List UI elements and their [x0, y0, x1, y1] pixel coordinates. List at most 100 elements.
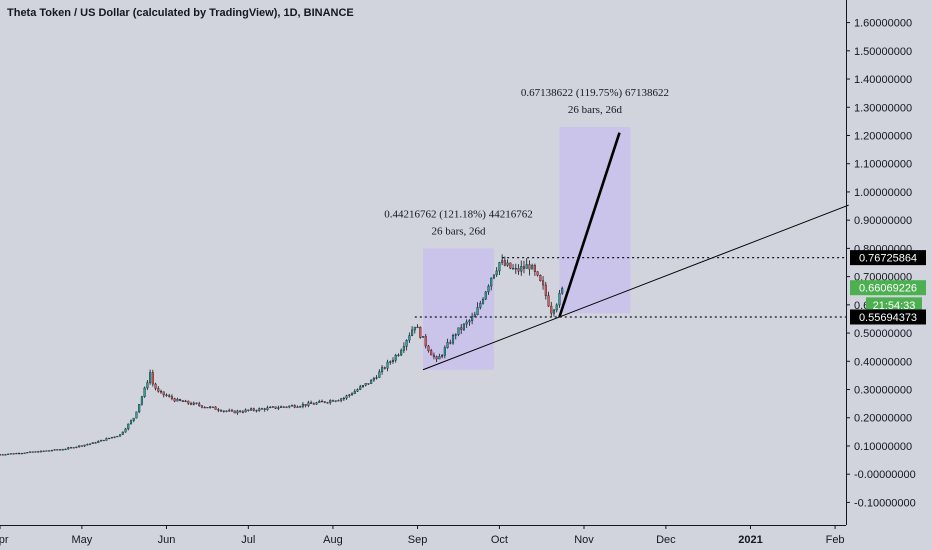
candle-body [416, 326, 419, 329]
candle-body [211, 406, 214, 408]
price-tag [850, 309, 926, 325]
candle-body [340, 398, 343, 401]
y-tick-label: -0.00000000 [854, 469, 916, 481]
candle-body [361, 385, 365, 387]
annotation-bars-2: 26 bars, 26d [568, 104, 623, 116]
candle-body [89, 443, 92, 445]
candle-body [550, 305, 553, 314]
candle-body [315, 402, 318, 405]
candle-body [206, 407, 209, 409]
candle-body [525, 264, 528, 269]
y-tick-label: 0.40000000 [854, 356, 912, 368]
candle-body [514, 268, 517, 270]
candle-body [430, 350, 433, 356]
candle-body [552, 309, 556, 314]
candle-body [320, 400, 324, 403]
candle-body [236, 410, 239, 414]
candle-body [274, 406, 277, 409]
candle-body [299, 406, 302, 408]
candle-body [94, 442, 97, 444]
candle-body [135, 411, 138, 419]
candle-body [1, 454, 4, 456]
x-tick-label: May [71, 534, 92, 546]
candle-body [495, 270, 498, 276]
candle-body [490, 277, 493, 287]
price-tag-label: 0.55694373 [859, 312, 917, 324]
candle-body [184, 400, 187, 403]
y-tick-label: 1.60000000 [854, 18, 912, 30]
candle-body [250, 408, 253, 411]
candle-body [99, 439, 103, 442]
candle-body [381, 367, 384, 372]
candle-body [258, 408, 261, 411]
y-tick-label: 0.50000000 [854, 328, 912, 340]
candle-body [520, 266, 523, 272]
candle-body [449, 342, 452, 344]
candle-body [222, 410, 225, 412]
candle-body [310, 402, 313, 404]
chart-title: Theta Token / US Dollar (calculated by T… [7, 7, 354, 19]
candle-body [402, 346, 405, 351]
candle-body [364, 383, 367, 386]
candle-body [386, 361, 389, 369]
y-tick-label: 0.10000000 [854, 441, 912, 453]
candle-body [220, 410, 223, 412]
candle-body [438, 356, 441, 360]
price-tag [850, 250, 926, 266]
candle-body [39, 450, 42, 453]
y-tick-label: 1.10000000 [854, 159, 912, 171]
candle-body [547, 295, 550, 307]
candle-body [9, 453, 12, 455]
candle-body [31, 451, 34, 453]
candle-body [501, 260, 504, 263]
candle-body [154, 383, 157, 389]
candle-body [536, 271, 539, 276]
candle-body [165, 394, 168, 396]
y-tick-label: 1.00000000 [854, 187, 912, 199]
candle-body [173, 398, 176, 402]
candle-body [334, 400, 337, 402]
candle-body [113, 436, 116, 438]
candle-body [97, 441, 100, 443]
projection-box-1 [423, 248, 494, 370]
candle-body [555, 304, 558, 311]
candle-body [561, 288, 564, 294]
annotation-measure-1: 0.44216762 (121.18%) 44216762 [384, 208, 533, 220]
candle-body [247, 409, 250, 411]
price-tag-label: 21:54:33 [873, 300, 916, 312]
candle-body [91, 442, 94, 444]
candle-body [487, 285, 490, 293]
y-tick-label: 0.90000000 [854, 215, 912, 227]
candle-body [203, 406, 206, 409]
candle-body [233, 410, 236, 414]
candle-body [512, 268, 515, 270]
candle-body [214, 406, 217, 410]
candle-body [162, 391, 165, 396]
candle-body [121, 431, 124, 435]
candle-body [282, 406, 285, 408]
candle-body [476, 307, 479, 316]
candle-body [372, 378, 375, 381]
candle-body [356, 389, 359, 392]
candle-body [48, 450, 51, 452]
candle-body [146, 382, 149, 389]
candle-body [465, 321, 468, 325]
candle-body [228, 410, 231, 412]
candle-body [260, 408, 264, 410]
candle-body [105, 438, 108, 441]
candle-body [102, 439, 105, 442]
projection-line[interactable] [558, 132, 621, 318]
candle-body [4, 454, 7, 456]
y-tick-label: 1.30000000 [854, 102, 912, 114]
candle-body [468, 320, 471, 323]
candle-body [435, 356, 438, 360]
candle-body [86, 444, 89, 446]
candle-body [159, 391, 163, 393]
trend-line[interactable] [422, 204, 849, 371]
candle-body [517, 268, 520, 272]
candle-body [288, 405, 291, 408]
candle-body [241, 411, 244, 413]
x-tick-label: Jul [241, 534, 255, 546]
